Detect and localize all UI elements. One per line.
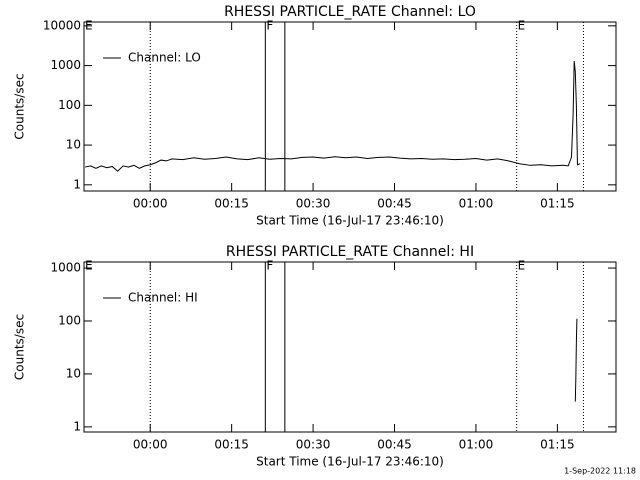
x-tick-label: 01:15 xyxy=(540,197,575,211)
legend-label: Channel: HI xyxy=(128,291,198,305)
x-axis-label: Start Time (16-Jul-17 23:46:10) xyxy=(256,455,444,469)
data-line xyxy=(574,318,578,402)
y-tick-label: 1 xyxy=(73,177,81,191)
y-tick-label: 100 xyxy=(58,98,81,112)
chart-title: RHESSI PARTICLE_RATE Channel: LO xyxy=(224,4,476,20)
event-flag: E xyxy=(518,259,526,273)
event-flag: E xyxy=(85,19,93,33)
x-tick-label: 01:00 xyxy=(459,197,494,211)
x-tick-label: 00:15 xyxy=(214,197,249,211)
x-tick-label: 00:15 xyxy=(214,438,249,452)
y-axis-label: Counts/sec xyxy=(13,314,27,380)
x-tick-label: 00:00 xyxy=(133,438,168,452)
y-tick-label: 100 xyxy=(58,313,81,327)
y-tick-label: 1 xyxy=(73,419,81,433)
x-axis-label: Start Time (16-Jul-17 23:46:10) xyxy=(256,214,444,228)
x-tick-label: 00:00 xyxy=(133,197,168,211)
y-axis-label: Counts/sec xyxy=(13,73,27,139)
event-flag: F xyxy=(266,19,273,33)
x-tick-label: 01:15 xyxy=(540,438,575,452)
y-tick-label: 10 xyxy=(66,366,81,380)
y-tick-label: 10000 xyxy=(43,18,81,32)
y-tick-label: 10 xyxy=(66,138,81,152)
event-flag: E xyxy=(85,259,93,273)
x-tick-label: 00:45 xyxy=(377,438,412,452)
data-line xyxy=(84,61,581,172)
plot-frame xyxy=(83,21,617,192)
timestamp: 1-Sep-2022 11:18 xyxy=(564,467,636,476)
x-tick-label: 00:30 xyxy=(296,197,331,211)
event-flag: E xyxy=(518,19,526,33)
x-tick-label: 00:45 xyxy=(377,197,412,211)
chart-title: RHESSI PARTICLE_RATE Channel: HI xyxy=(226,244,474,260)
y-tick-label: 1000 xyxy=(50,261,81,275)
x-tick-label: 01:00 xyxy=(459,438,494,452)
legend-label: Channel: LO xyxy=(128,51,201,65)
y-tick-label: 1000 xyxy=(50,58,81,72)
event-flag: F xyxy=(266,259,273,273)
plot-frame xyxy=(83,261,617,433)
x-tick-label: 00:30 xyxy=(296,438,331,452)
